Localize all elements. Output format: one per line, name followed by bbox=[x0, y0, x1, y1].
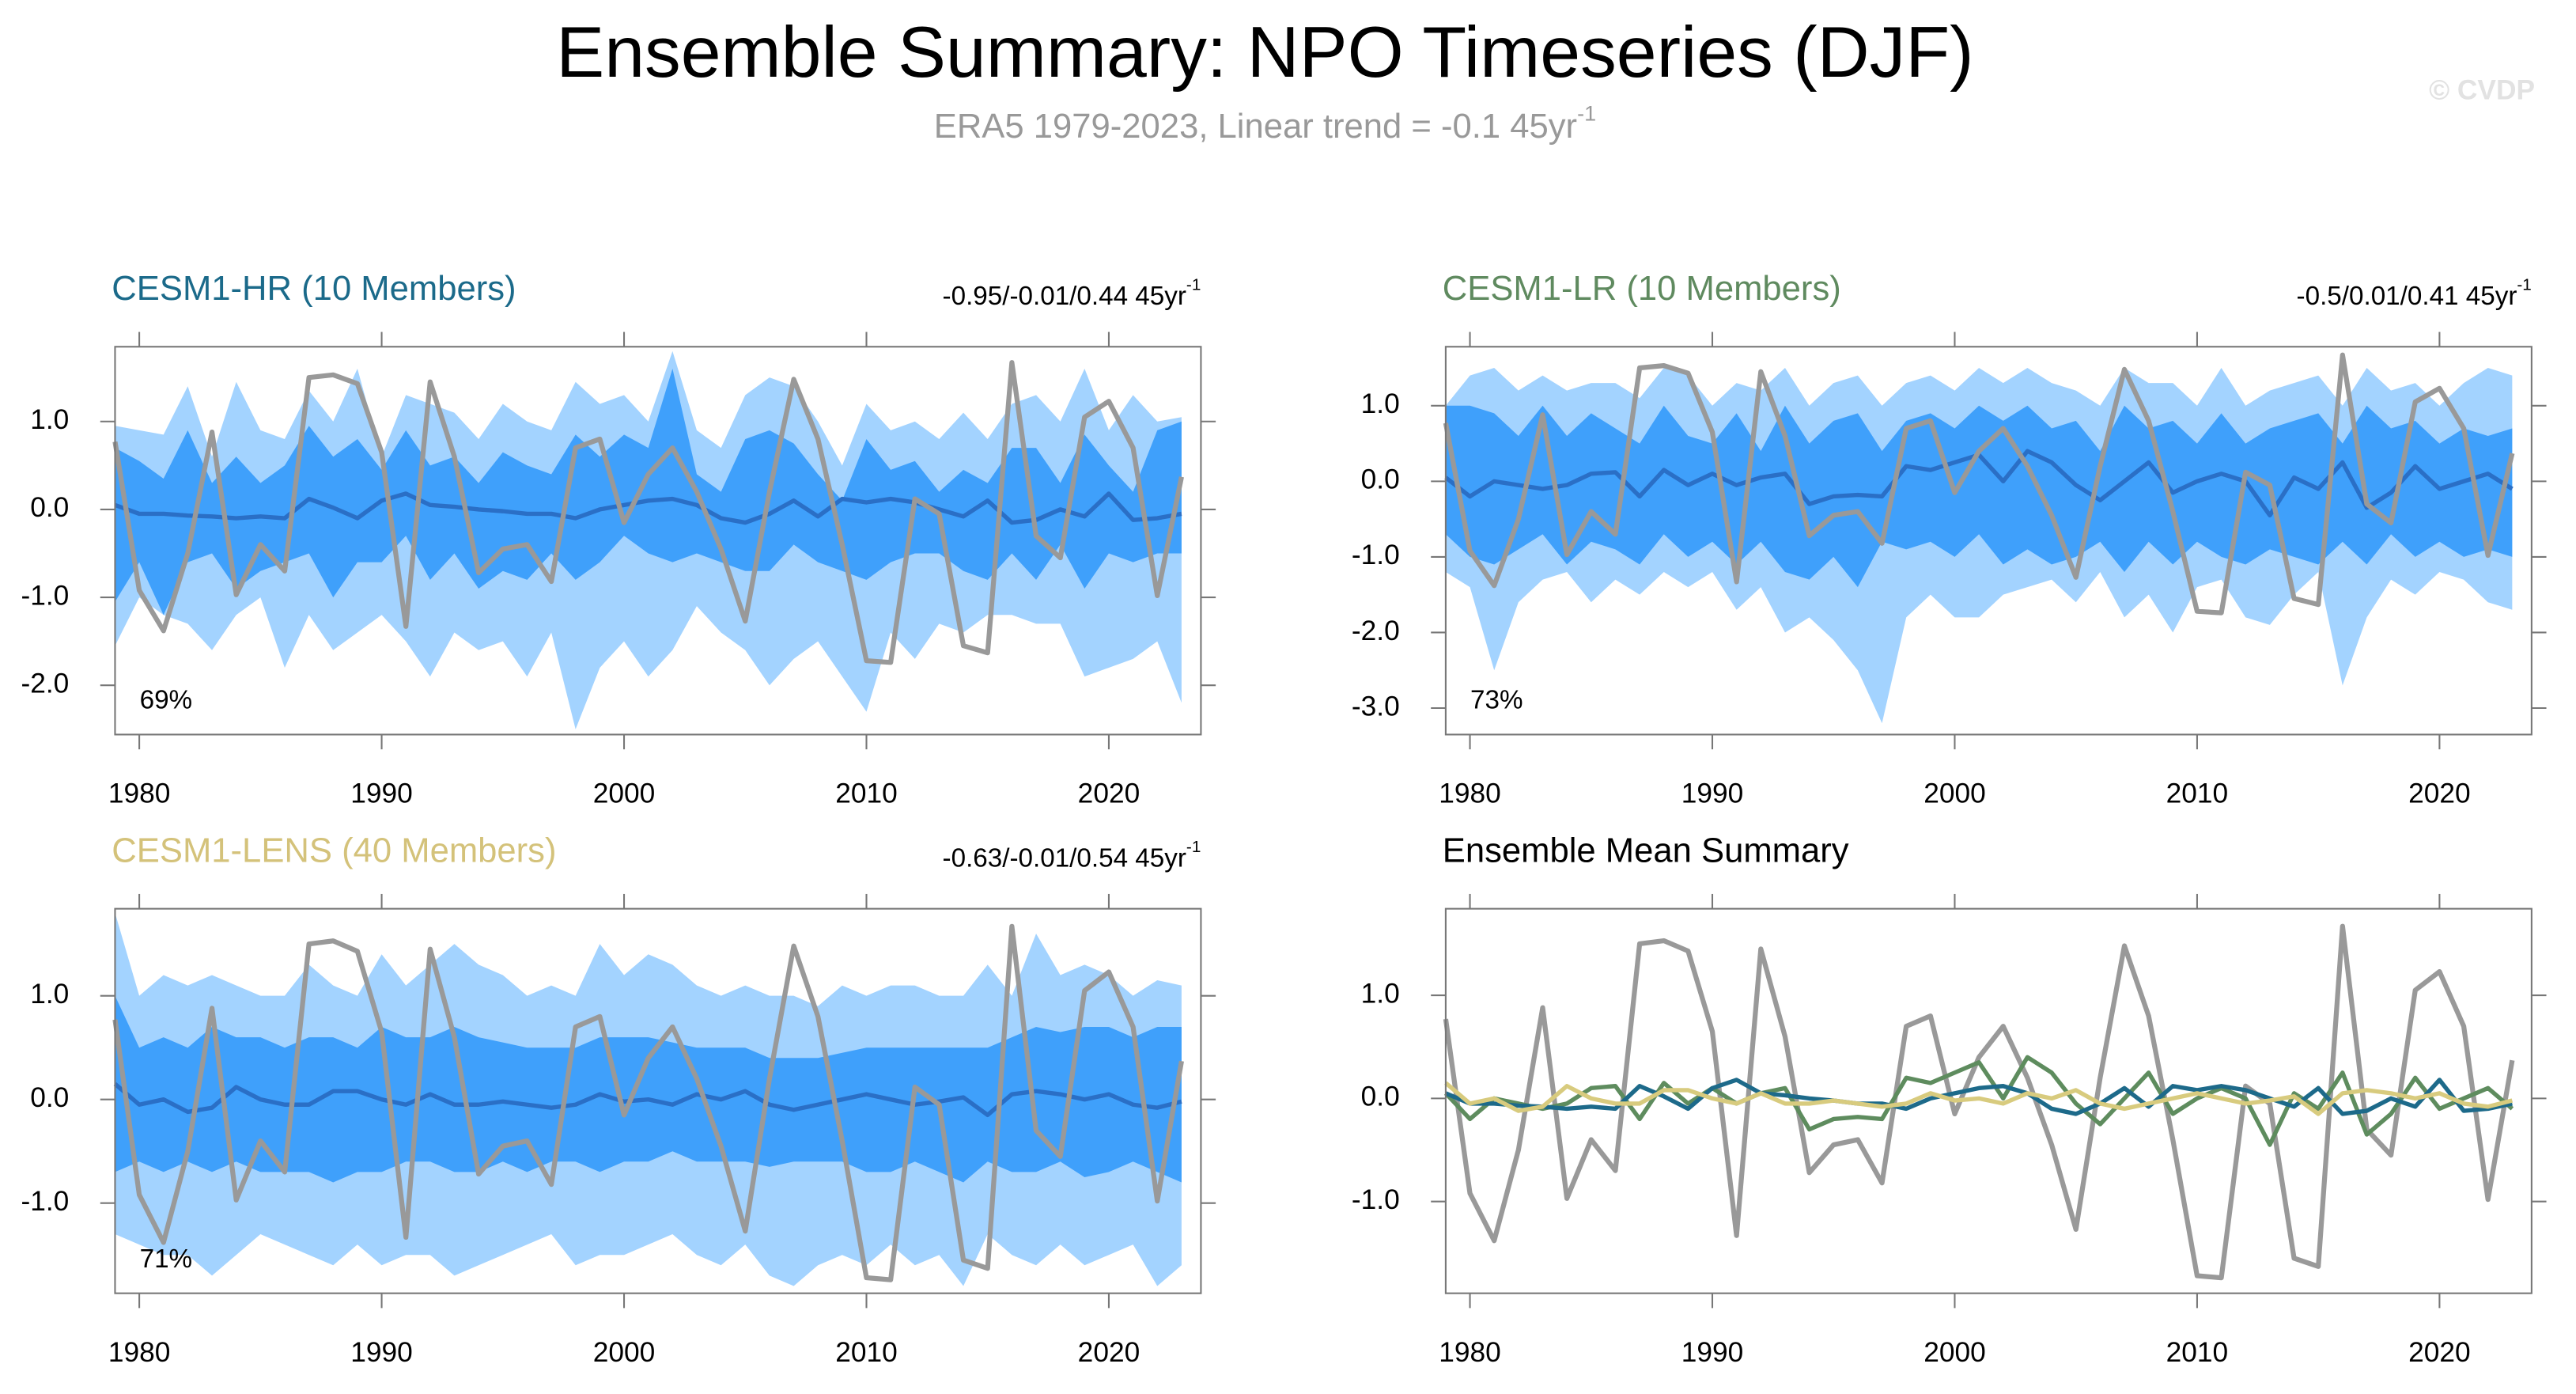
x-tick-label: 2000 bbox=[1923, 778, 1986, 809]
percent-label: 71% bbox=[140, 1244, 193, 1274]
trend-annotation: -0.95/-0.01/0.44 45yr-1 bbox=[943, 276, 1201, 311]
x-tick-label: 2000 bbox=[593, 1337, 656, 1368]
panel: Ensemble Mean Summary -1.0 0.0 1.0 1980 1990 2… bbox=[1352, 832, 2547, 1368]
y-tick-label: -3.0 bbox=[1352, 691, 1400, 722]
x-tick-label: 1990 bbox=[1681, 1337, 1744, 1368]
plot-frame bbox=[1444, 346, 2532, 736]
y-tick-label: -1.0 bbox=[21, 1186, 69, 1217]
panel-title: CESM1-HR (10 Members) bbox=[112, 270, 516, 308]
y-tick-label: 1.0 bbox=[1361, 978, 1400, 1009]
x-tick-label: 2020 bbox=[1078, 778, 1140, 809]
plot-frame bbox=[114, 346, 1202, 736]
x-tick-label: 1980 bbox=[108, 1337, 171, 1368]
trend-text: -0.95/-0.01/0.44 45yr bbox=[943, 282, 1186, 311]
panel: CESM1-LENS (40 Members) -0.63/-0.01/0.54 … bbox=[21, 832, 1216, 1368]
y-tick-label: -2.0 bbox=[21, 669, 69, 699]
x-tick-label: 2010 bbox=[835, 778, 898, 809]
panel-title: Ensemble Mean Summary bbox=[1443, 832, 1849, 870]
y-tick-label: -2.0 bbox=[1352, 616, 1400, 646]
panel-title: CESM1-LENS (40 Members) bbox=[112, 832, 556, 870]
x-tick-label: 2020 bbox=[2408, 1337, 2471, 1368]
y-tick-label: 0.0 bbox=[30, 1082, 69, 1113]
figure-title: Ensemble Summary: NPO Timeseries (DJF) bbox=[556, 12, 1973, 93]
panel-title: CESM1-LR (10 Members) bbox=[1443, 270, 1841, 308]
x-tick-label: 2010 bbox=[2166, 778, 2229, 809]
trend-annotation: -0.63/-0.01/0.54 45yr-1 bbox=[943, 838, 1201, 873]
series-line bbox=[1444, 1081, 2514, 1116]
x-tick-label: 1980 bbox=[1439, 1337, 1501, 1368]
y-tick-label: 1.0 bbox=[1361, 388, 1400, 419]
x-tick-label: 1980 bbox=[108, 778, 171, 809]
plot-frame bbox=[1444, 907, 2532, 1294]
x-tick-label: 2010 bbox=[2166, 1337, 2229, 1368]
trend-superscript: -1 bbox=[1186, 276, 1201, 294]
y-tick-label: -1.0 bbox=[1352, 540, 1400, 570]
figure-subtitle: ERA5 1979-2023, Linear trend = -0.1 45yr… bbox=[934, 102, 1596, 146]
percent-label: 69% bbox=[140, 686, 193, 715]
panel: CESM1-HR (10 Members) -0.95/-0.01/0.44 45… bbox=[21, 270, 1216, 809]
trend-text: -0.5/0.01/0.41 45yr bbox=[2297, 282, 2517, 311]
plot-frame bbox=[114, 907, 1202, 1294]
series-line bbox=[1443, 352, 2515, 616]
x-tick-label: 2010 bbox=[835, 1337, 898, 1368]
spread-band bbox=[115, 369, 1182, 616]
x-tick-label: 2020 bbox=[1078, 1337, 1140, 1368]
x-tick-label: 1990 bbox=[350, 778, 413, 809]
subtitle-text: ERA5 1979-2023, Linear trend = -0.1 45yr bbox=[934, 108, 1577, 146]
series-line bbox=[1443, 1055, 2514, 1147]
x-tick-label: 2000 bbox=[1923, 1337, 1986, 1368]
trend-superscript: -1 bbox=[2517, 276, 2531, 294]
trend-superscript: -1 bbox=[1186, 838, 1201, 856]
y-tick-label: 0.0 bbox=[1361, 1081, 1400, 1112]
y-tick-label: 1.0 bbox=[30, 979, 69, 1010]
x-tick-label: 1980 bbox=[1439, 778, 1501, 809]
x-tick-label: 1990 bbox=[1681, 778, 1744, 809]
x-tick-label: 1990 bbox=[350, 1337, 413, 1368]
trend-annotation: -0.5/0.01/0.41 45yr-1 bbox=[2297, 276, 2532, 311]
series-line bbox=[112, 923, 1184, 1282]
spread-band bbox=[1445, 405, 2513, 588]
trend-text: -0.63/-0.01/0.54 45yr bbox=[943, 843, 1186, 873]
panel: CESM1-LR (10 Members) -0.5/0.01/0.41 45yr… bbox=[1352, 270, 2547, 809]
percent-label: 73% bbox=[1470, 686, 1523, 715]
y-tick-label: 0.0 bbox=[30, 492, 69, 523]
y-tick-label: -1.0 bbox=[21, 580, 69, 611]
series-line bbox=[1444, 1078, 2513, 1116]
copyright: © CVDP bbox=[2429, 75, 2535, 106]
x-tick-label: 2020 bbox=[2408, 778, 2471, 809]
subtitle-superscript: -1 bbox=[1577, 102, 1596, 126]
x-tick-label: 2000 bbox=[593, 778, 656, 809]
series-line bbox=[112, 360, 1184, 665]
y-tick-label: 1.0 bbox=[30, 404, 69, 435]
y-tick-label: -1.0 bbox=[1352, 1184, 1400, 1215]
y-tick-label: 0.0 bbox=[1361, 464, 1400, 495]
